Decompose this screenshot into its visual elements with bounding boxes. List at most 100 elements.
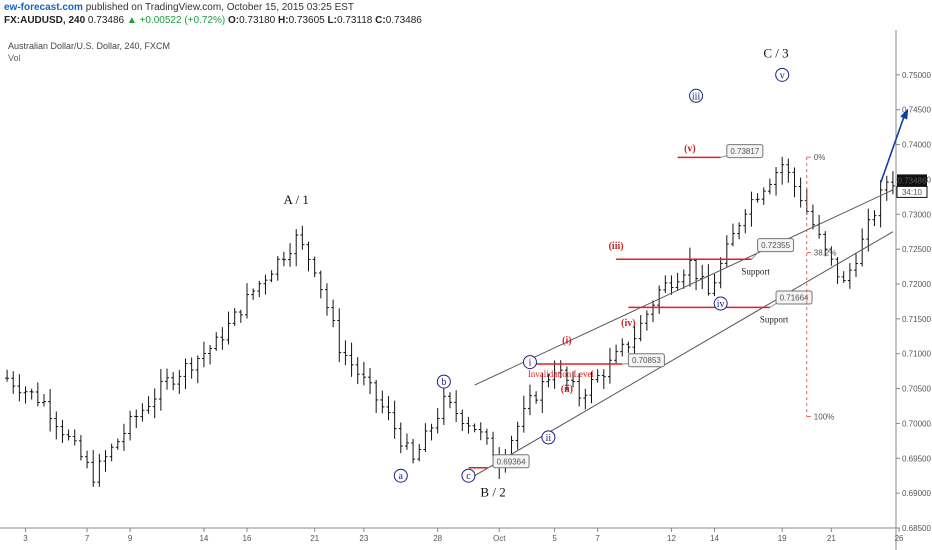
countdown-marker	[896, 185, 928, 198]
callout-box	[775, 290, 813, 305]
publish-line: ew-forecast.com published on TradingView…	[4, 2, 354, 13]
y-tick-label: 0.74500	[902, 106, 931, 115]
wave-label: a	[399, 471, 404, 482]
callout-value: 0.70853	[632, 356, 661, 365]
close-label: C:	[375, 15, 386, 26]
current-price-marker	[897, 174, 927, 187]
chart-title: Australian Dollar/U.S. Dollar, 240, FXCM	[8, 41, 170, 51]
x-tick-label: 19	[778, 534, 787, 543]
wave-label: iii	[692, 91, 701, 102]
wave-label: iv	[717, 299, 725, 310]
y-tick-label: 0.68500	[902, 524, 931, 533]
fib-label: 100%	[814, 412, 834, 421]
arrow-head	[900, 108, 909, 120]
wave-circle	[461, 468, 476, 483]
callout-box	[757, 238, 795, 253]
x-tick-label: 21	[310, 534, 319, 543]
wave-circle	[436, 374, 451, 389]
low-label: L:	[327, 15, 337, 26]
candles	[5, 156, 895, 487]
x-tick-label: 23	[359, 534, 368, 543]
wave-circle	[522, 355, 537, 370]
wave-label: c	[466, 471, 471, 482]
wave-circle	[541, 430, 556, 445]
fib-label: 38.2%	[814, 249, 837, 258]
wave-label: (iii)	[609, 241, 624, 252]
last-price: 0.73486	[87, 15, 125, 26]
wave-circle	[393, 468, 408, 483]
callout-value: 0.72355	[761, 241, 790, 250]
quote-line: FX:AUDUSD, 240 0.73486 ▲ +0.00522 (+0.72…	[4, 15, 422, 26]
wave-circle	[713, 296, 728, 311]
x-tick-label: 9	[128, 534, 133, 543]
x-tick-label: 28	[433, 534, 442, 543]
callout-box	[492, 454, 530, 469]
countdown-label: 34:10	[902, 188, 923, 197]
wave-label: (i)	[562, 335, 571, 346]
change-text: +0.00522 (+0.72%)	[139, 15, 226, 26]
high-label: H:	[278, 15, 289, 26]
callout-box	[726, 144, 764, 159]
chart-background	[0, 30, 932, 550]
published-text: published on TradingView.com, October 15…	[85, 2, 355, 13]
symbol-label[interactable]: FX:AUDUSD, 240	[4, 15, 86, 26]
y-tick-label: 0.74000	[902, 141, 931, 150]
wave-circle	[689, 88, 704, 103]
indicator-label: Vol	[8, 53, 21, 63]
y-tick-label: 0.70000	[902, 419, 931, 428]
annotations: 0.73817 0.72355 Support 0.71664 Support 0.708…	[284, 45, 928, 500]
x-axis: 3 7 9 14 16 21 23 28 Oct 5 7 12 14 19 21 26	[0, 527, 904, 543]
low-value: 0.73118	[336, 15, 373, 26]
y-tick-label: 0.69500	[902, 454, 931, 463]
site-link[interactable]: ew-forecast.com	[4, 2, 83, 13]
callout-value: 0.71664	[780, 293, 809, 302]
y-tick-label: 0.69000	[902, 489, 931, 498]
callout-box	[627, 353, 665, 368]
y-tick-label: 0.75000	[902, 71, 931, 80]
x-tick-label: 14	[710, 534, 719, 543]
wave-label: v	[780, 70, 785, 81]
change-value: ▲ +0.00522 (+0.72%)	[126, 15, 226, 26]
wave-label: C / 3	[763, 45, 788, 60]
wave-circle	[775, 67, 790, 82]
x-tick-label: 16	[243, 534, 252, 543]
x-tick-label: 21	[827, 534, 836, 543]
callout-value: 0.73817	[730, 147, 759, 156]
wave-label: B / 2	[480, 485, 505, 500]
x-tick-label: 7	[595, 534, 600, 543]
wave-label: A / 1	[284, 192, 309, 207]
callout-value: 0.69364	[497, 457, 526, 466]
wave-label: (iv)	[621, 318, 635, 329]
y-axis: 0.750000.745000.740000.735000.730000.725…	[895, 30, 931, 550]
x-tick-label: 26	[895, 534, 904, 543]
x-tick-label: 3	[23, 534, 28, 543]
x-tick-label: 14	[199, 534, 208, 543]
support-label: Support	[760, 314, 789, 324]
invalidation-label: Invalidation Level	[528, 369, 595, 379]
y-tick-label: 0.71500	[902, 315, 931, 324]
projection-arrow	[879, 112, 906, 184]
wave-label: i	[529, 358, 532, 369]
x-tick-label: 7	[85, 534, 90, 543]
wave-label: ii	[546, 433, 552, 444]
y-tick-label: 0.70500	[902, 385, 931, 394]
open-value: 0.73180	[239, 15, 276, 26]
wave-label: (v)	[684, 144, 696, 155]
close-value: 0.73486	[385, 15, 422, 26]
channel-upper-line	[474, 189, 894, 386]
support-label: Support	[741, 266, 770, 276]
open-label: O:	[227, 15, 240, 26]
y-tick-label: 0.71000	[902, 350, 931, 359]
wave-label: b	[441, 377, 446, 388]
high-value: 0.73605	[288, 15, 325, 26]
y-tick-label: 0.72500	[902, 245, 931, 254]
y-tick-label: 0.73000	[902, 210, 931, 219]
fib-label: 0%	[814, 153, 826, 162]
x-tick-label: Oct	[493, 534, 506, 543]
current-price-label: 0.73486	[898, 176, 927, 185]
x-tick-label: 5	[552, 534, 557, 543]
x-tick-label: 12	[667, 534, 676, 543]
y-tick-label: 0.72000	[902, 280, 931, 289]
wave-label: (ii)	[561, 384, 573, 395]
